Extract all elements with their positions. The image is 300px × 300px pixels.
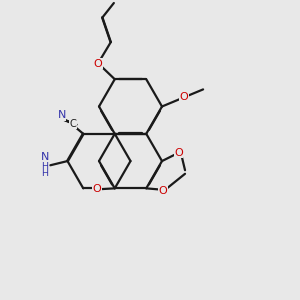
Text: O: O (92, 184, 101, 194)
Text: H: H (41, 162, 49, 171)
Text: H: H (41, 169, 49, 178)
Text: O: O (94, 58, 103, 69)
Text: C: C (69, 119, 76, 129)
Text: O: O (179, 92, 188, 103)
Text: N: N (41, 152, 49, 162)
Text: O: O (174, 148, 183, 158)
Text: O: O (158, 186, 167, 196)
Text: N: N (58, 110, 66, 120)
